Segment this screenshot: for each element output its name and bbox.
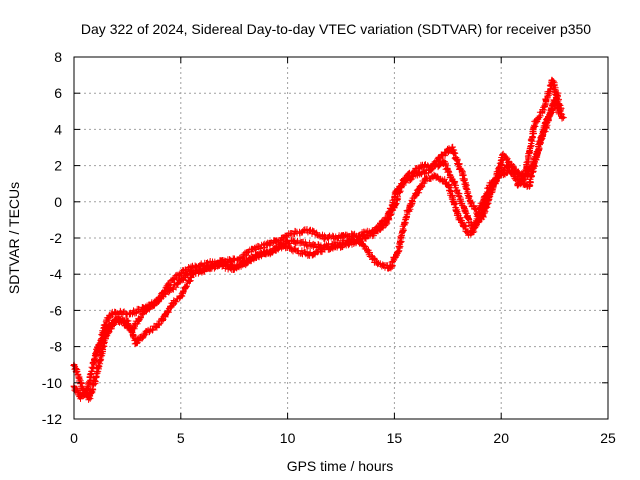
chart-title: Day 322 of 2024, Sidereal Day-to-day VTE… xyxy=(81,21,591,37)
x-tick-label: 0 xyxy=(70,430,78,446)
y-tick-label: 6 xyxy=(54,85,62,101)
axis-ticks xyxy=(73,56,609,420)
x-tick-label: 20 xyxy=(493,430,509,446)
y-tick-label: -6 xyxy=(50,302,63,318)
y-tick-label: -4 xyxy=(50,266,63,282)
y-tick-label: 0 xyxy=(54,194,62,210)
y-tick-label: 2 xyxy=(54,158,62,174)
series-markers xyxy=(92,76,565,359)
x-tick-label: 15 xyxy=(387,430,403,446)
grid xyxy=(74,57,608,419)
x-tick-label: 25 xyxy=(600,430,616,446)
y-tick-label: -8 xyxy=(50,339,63,355)
y-tick-label: -2 xyxy=(50,230,63,246)
x-tick-labels: 0 5 10 15 20 25 xyxy=(70,430,616,446)
y-tick-label: -12 xyxy=(42,411,62,427)
y-tick-label: 4 xyxy=(54,121,62,137)
y-tick-label: -10 xyxy=(42,375,62,391)
series-track-3 xyxy=(92,76,565,359)
y-axis-label: SDTVAR / TECUs xyxy=(6,182,22,294)
x-axis-label: GPS time / hours xyxy=(287,458,394,474)
x-tick-label: 5 xyxy=(177,430,185,446)
y-tick-label: 8 xyxy=(54,49,62,65)
y-tick-labels: -12 -10 -8 -6 -4 -2 0 2 4 6 8 xyxy=(42,49,62,427)
x-tick-label: 10 xyxy=(280,430,296,446)
